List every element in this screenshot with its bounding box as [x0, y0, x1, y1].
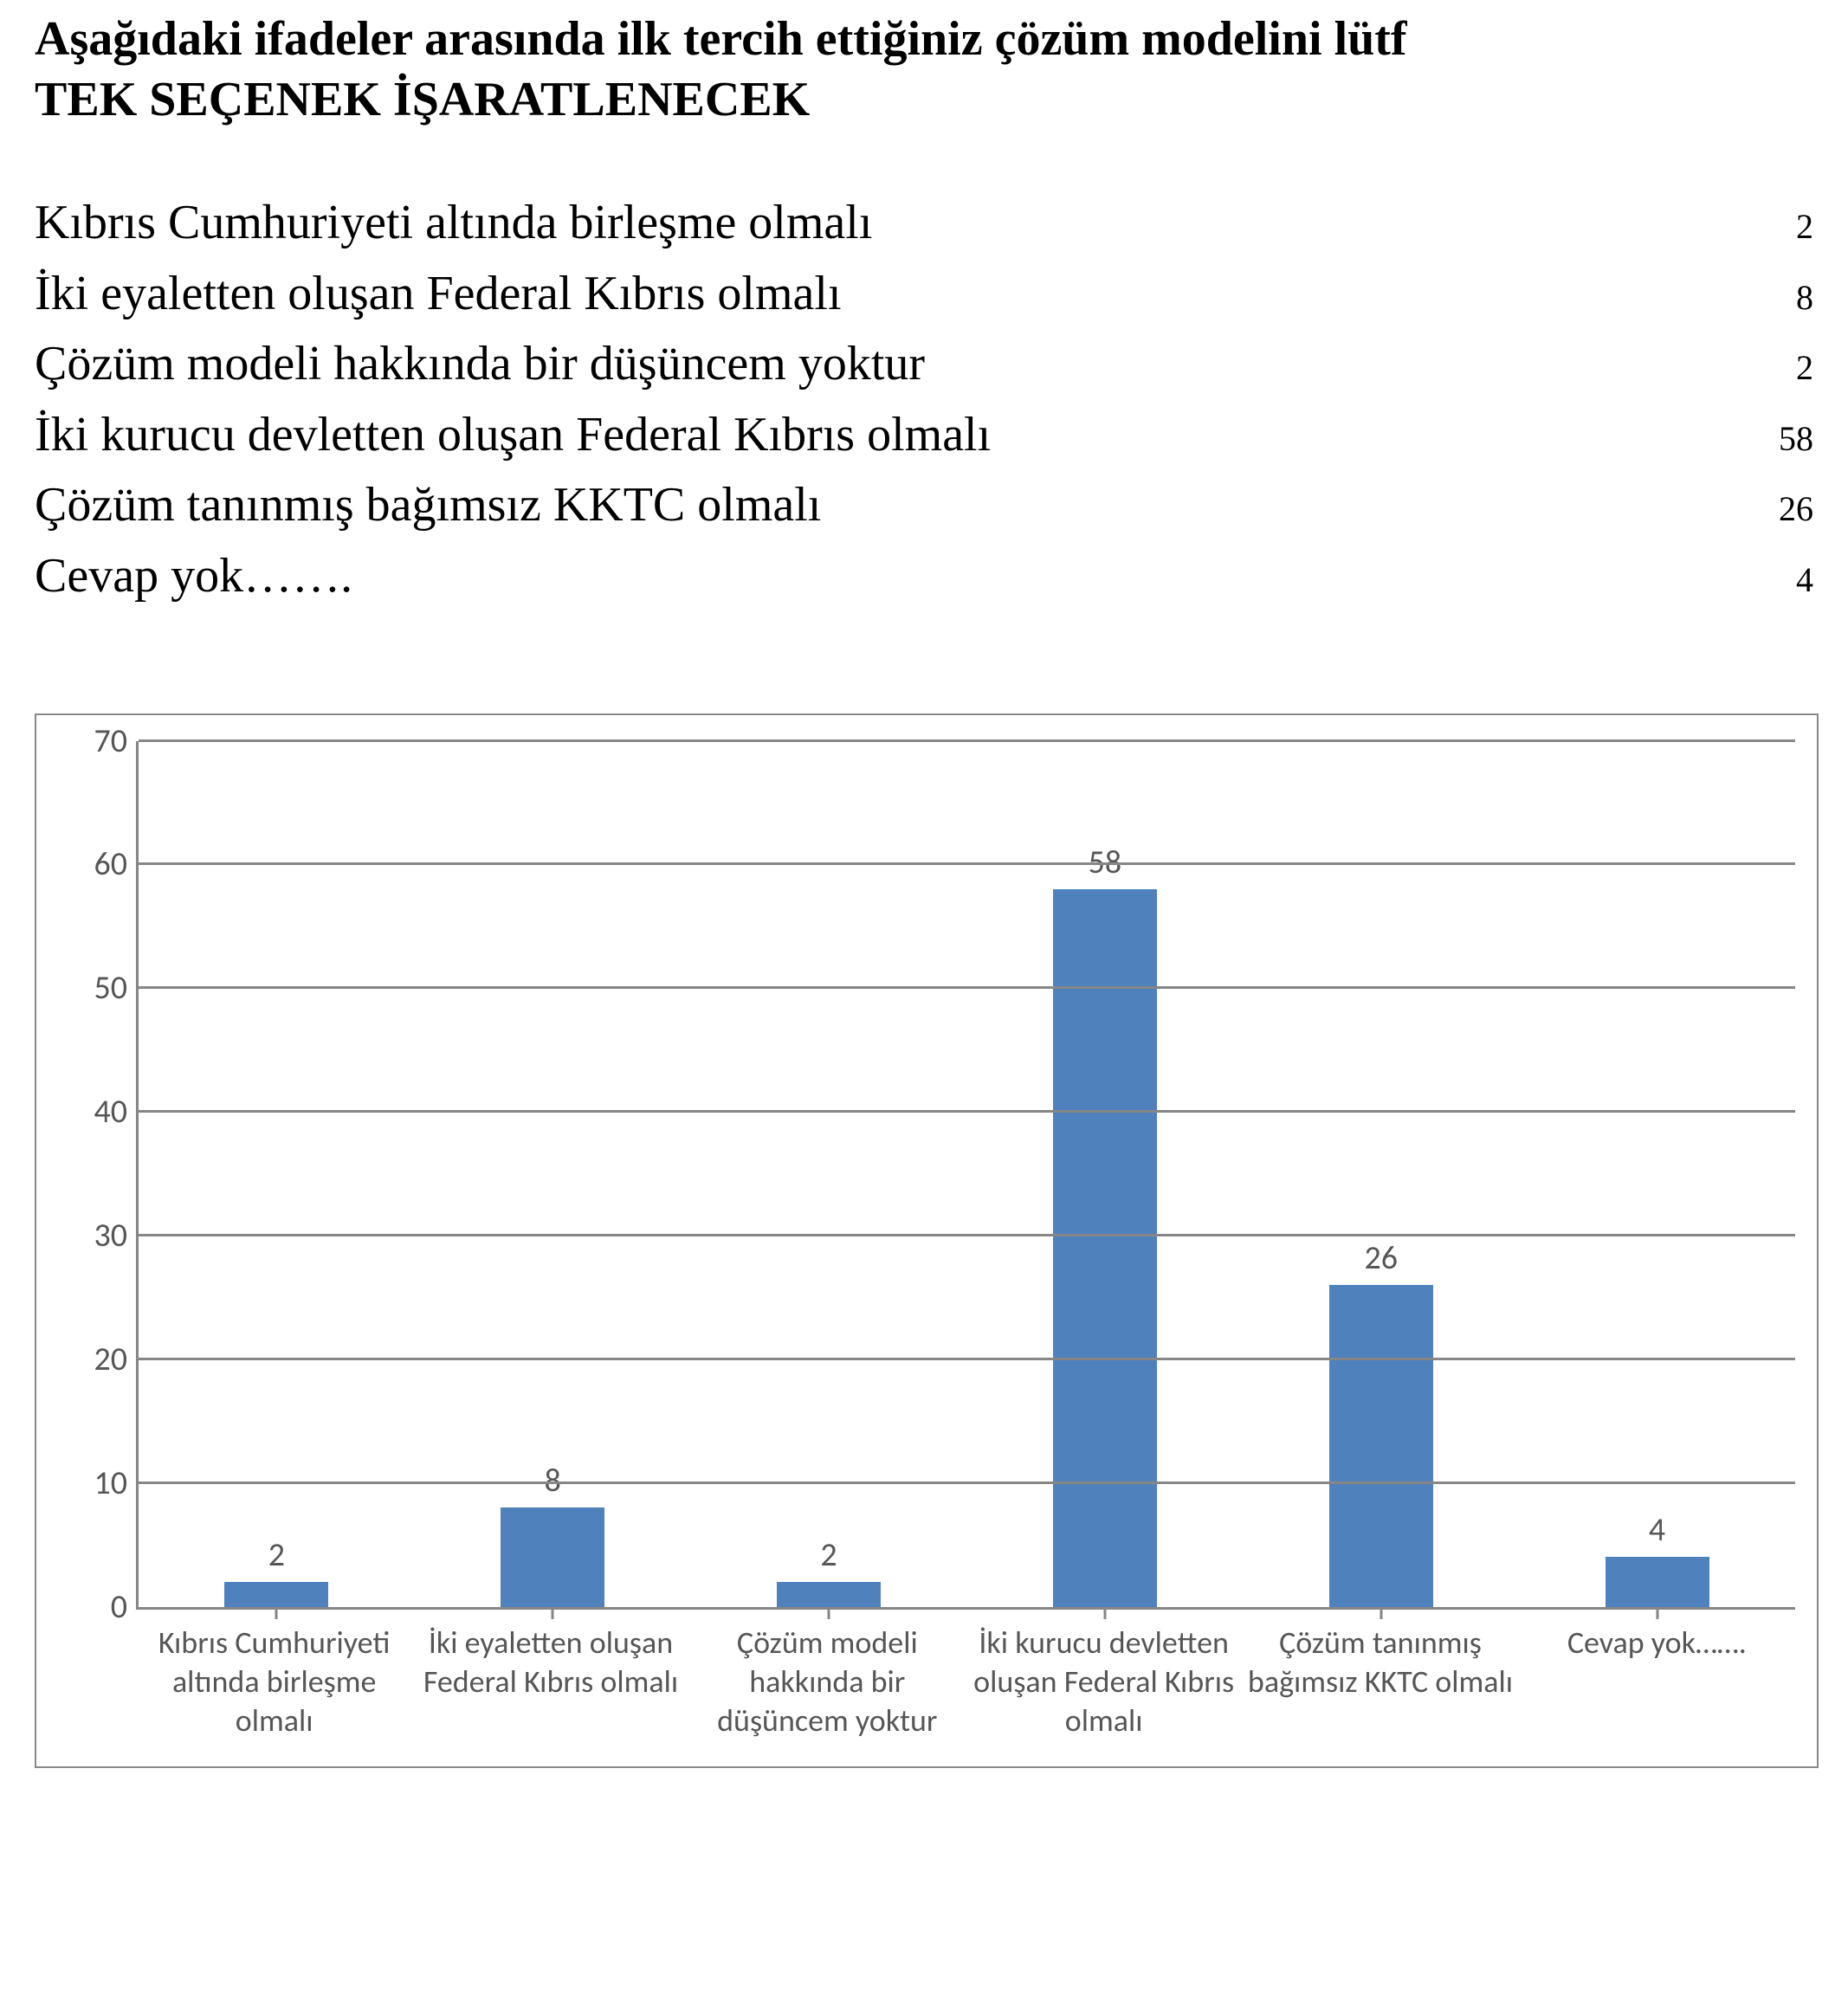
list-item: Kıbrıs Cumhuriyeti altında birleşme olma… [35, 190, 1813, 256]
chart-gridline [139, 1110, 1795, 1113]
chart-gridline [139, 862, 1795, 865]
chart-bars: 2 8 2 58 26 4 [139, 741, 1795, 1607]
chart-bar-cell: 2 [691, 741, 967, 1607]
answer-value: 8 [1753, 277, 1813, 318]
chart-x-tick-mark [1656, 1607, 1658, 1619]
chart-y-tick: 60 [94, 844, 127, 884]
chart-y-tick: 20 [94, 1339, 127, 1379]
chart-x-tick-mark [1380, 1607, 1382, 1619]
chart-x-axis: Kıbrıs Cumhuriyeti altında birleşme olma… [136, 1610, 1795, 1740]
chart-x-tick-mark [828, 1607, 830, 1619]
answer-label: Çözüm modeli hakkında bir düşüncem yoktu… [35, 332, 925, 397]
answer-value: 2 [1753, 347, 1813, 388]
list-item: Çözüm modeli hakkında bir düşüncem yoktu… [35, 332, 1813, 397]
chart-bar-cell: 2 [139, 741, 415, 1607]
chart-x-label: Kıbrıs Cumhuriyeti altında birleşme olma… [136, 1610, 412, 1740]
answer-value: 58 [1753, 418, 1813, 459]
chart-x-tick-mark [1103, 1607, 1106, 1619]
chart-gridline [139, 739, 1795, 742]
chart-bar-value: 4 [1649, 1510, 1665, 1550]
chart-x-label: İki eyaletten oluşan Federal Kıbrıs olma… [412, 1610, 688, 1740]
chart-bar-cell: 58 [966, 741, 1243, 1607]
chart-bar: 26 [1329, 1285, 1433, 1606]
chart-y-tick: 30 [94, 1216, 127, 1256]
chart-plot-area: 2 8 2 58 26 4 [136, 741, 1795, 1610]
chart-bar-value: 26 [1364, 1238, 1398, 1278]
answer-label: Kıbrıs Cumhuriyeti altında birleşme olma… [35, 190, 872, 256]
chart-y-tick: 10 [94, 1463, 127, 1503]
chart-y-tick: 40 [94, 1092, 127, 1132]
question-heading: Aşağıdaki ifadeler arasında ilk tercih e… [35, 9, 1813, 130]
chart-x-label: Cevap yok……. [1519, 1610, 1795, 1740]
chart-x-label: Çözüm tanınmış bağımsız KKTC olmalı [1242, 1610, 1518, 1740]
answer-label: İki kurucu devletten oluşan Federal Kıbr… [35, 403, 991, 468]
list-item: İki eyaletten oluşan Federal Kıbrıs olma… [35, 261, 1813, 327]
chart-y-tick: 70 [94, 721, 127, 761]
chart-gridline [139, 1234, 1795, 1236]
chart-gridline [139, 1358, 1795, 1360]
chart-x-tick-mark [552, 1607, 554, 1619]
chart-x-label: İki kurucu devletten oluşan Federal Kıbr… [966, 1610, 1242, 1740]
answer-value: 4 [1753, 559, 1813, 600]
chart-y-tick: 50 [94, 968, 127, 1008]
chart-bar-cell: 4 [1519, 741, 1795, 1607]
list-item: Çözüm tanınmış bağımsız KKTC olmalı 26 [35, 473, 1813, 539]
bar-chart: 0 10 20 30 40 50 60 70 2 8 2 58 26 4 Kıbrıs Cumhuriy… [35, 713, 1819, 1768]
chart-bar: 2 [224, 1582, 328, 1607]
chart-plot-row: 010203040506070 28258264 [58, 741, 1795, 1610]
answer-label: Cevap yok……. [35, 544, 352, 610]
chart-y-axis: 010203040506070 [58, 741, 136, 1607]
heading-line-2: TEK SEÇENEK İŞARATLENECEK [35, 73, 810, 126]
list-item: Cevap yok……. 4 [35, 544, 1813, 610]
chart-x-label: Çözüm modeli hakkında bir düşüncem yoktu… [689, 1610, 966, 1740]
answer-list: Kıbrıs Cumhuriyeti altında birleşme olma… [35, 190, 1813, 610]
chart-x-tick-mark [275, 1607, 278, 1619]
answer-label: İki eyaletten oluşan Federal Kıbrıs olma… [35, 261, 842, 327]
chart-bar: 4 [1606, 1557, 1709, 1606]
chart-bar: 8 [501, 1507, 604, 1606]
heading-line-1: Aşağıdaki ifadeler arasında ilk tercih e… [35, 12, 1407, 66]
chart-bar-cell: 26 [1243, 741, 1519, 1607]
chart-bar-value: 2 [820, 1535, 837, 1575]
chart-gridline [139, 986, 1795, 989]
chart-gridline [139, 1481, 1795, 1484]
answer-value: 26 [1753, 488, 1813, 529]
chart-bar: 58 [1053, 889, 1157, 1607]
list-item: İki kurucu devletten oluşan Federal Kıbr… [35, 403, 1813, 468]
answer-value: 2 [1753, 206, 1813, 247]
answer-label: Çözüm tanınmış bağımsız KKTC olmalı [35, 473, 821, 539]
chart-bar-cell: 8 [415, 741, 691, 1607]
page: Aşağıdaki ifadeler arasında ilk tercih e… [0, 0, 1848, 1820]
chart-y-tick: 0 [111, 1587, 127, 1627]
chart-bar-value: 2 [268, 1535, 285, 1575]
chart-bar: 2 [777, 1582, 881, 1607]
